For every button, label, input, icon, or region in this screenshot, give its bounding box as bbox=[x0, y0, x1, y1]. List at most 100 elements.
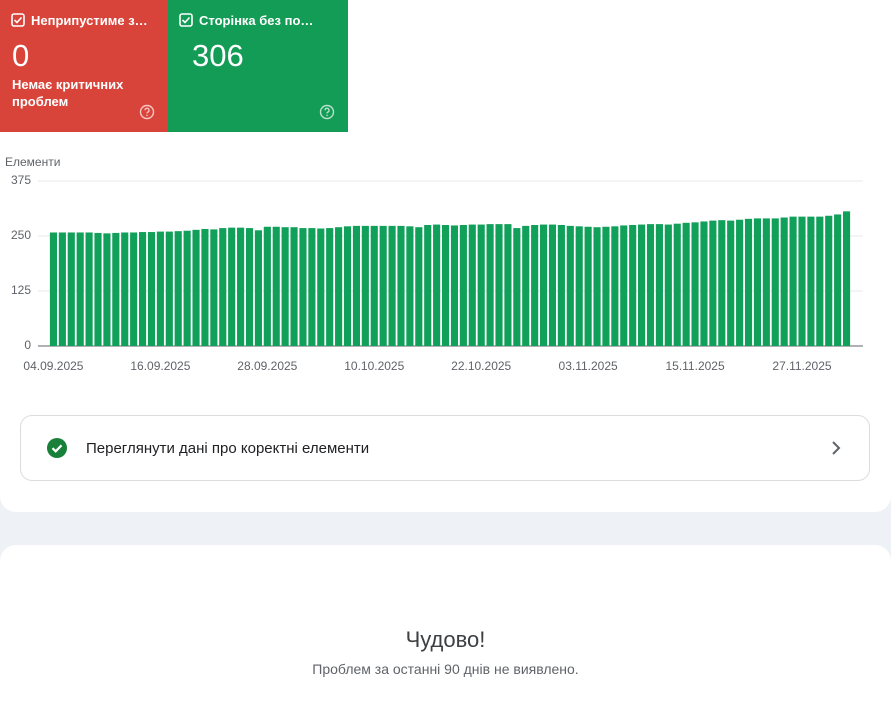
checkbox bbox=[11, 13, 25, 27]
bar bbox=[744, 218, 753, 346]
bar bbox=[611, 226, 619, 346]
help-icon[interactable] bbox=[319, 104, 335, 120]
message-text: Проблем за останні 90 днів не виявлено. bbox=[312, 661, 579, 677]
bar bbox=[201, 228, 209, 346]
message-title: Чудово! bbox=[405, 627, 486, 652]
bar bbox=[147, 232, 156, 346]
bar bbox=[388, 225, 396, 346]
bar bbox=[468, 224, 476, 346]
x-tick-label: 10.10.2025 bbox=[344, 359, 404, 373]
x-tick-label: 28.09.2025 bbox=[237, 359, 297, 373]
bar bbox=[727, 220, 735, 346]
bar bbox=[85, 232, 93, 346]
bar bbox=[495, 224, 503, 346]
bar bbox=[139, 232, 147, 346]
bar bbox=[709, 220, 717, 346]
bar bbox=[450, 225, 459, 346]
chevron bbox=[832, 441, 841, 455]
y-tick-label: 375 bbox=[11, 173, 31, 187]
help-icon[interactable] bbox=[139, 104, 155, 120]
y-tick-label: 250 bbox=[11, 228, 31, 242]
bar bbox=[130, 232, 138, 346]
details-link[interactable]: Переглянути дані про коректні елементи bbox=[20, 415, 870, 481]
bar bbox=[700, 221, 708, 346]
bar bbox=[682, 222, 690, 346]
bar bbox=[228, 227, 236, 346]
bar bbox=[370, 225, 378, 346]
x-tick-label: 04.09.2025 bbox=[23, 359, 83, 373]
bar bbox=[67, 232, 75, 346]
bar bbox=[76, 232, 84, 346]
bar bbox=[620, 225, 628, 346]
bar bbox=[192, 229, 200, 346]
bar bbox=[121, 232, 129, 346]
bar bbox=[531, 225, 539, 346]
bar bbox=[49, 232, 58, 346]
bar bbox=[361, 225, 369, 346]
check-icon bbox=[47, 438, 67, 458]
bar bbox=[272, 226, 280, 346]
bar bbox=[245, 228, 254, 346]
bar bbox=[308, 228, 316, 346]
bar bbox=[834, 214, 842, 346]
bar bbox=[593, 227, 601, 346]
y-tick-label: 0 bbox=[24, 338, 31, 352]
bar bbox=[326, 228, 334, 346]
bar bbox=[290, 227, 298, 346]
checkbox bbox=[179, 13, 193, 27]
bar bbox=[780, 217, 788, 346]
bar bbox=[254, 230, 262, 346]
bar bbox=[352, 225, 360, 346]
bar bbox=[424, 225, 432, 346]
bar bbox=[575, 226, 583, 346]
bar bbox=[762, 218, 770, 346]
bar bbox=[183, 230, 191, 346]
bar bbox=[629, 225, 637, 346]
bar bbox=[807, 216, 815, 346]
bar bbox=[504, 224, 512, 346]
bar bbox=[219, 228, 227, 346]
bar bbox=[335, 227, 343, 346]
bar bbox=[513, 228, 521, 346]
bar bbox=[798, 216, 806, 346]
bar bbox=[299, 228, 307, 346]
bar bbox=[459, 225, 467, 346]
x-tick-label: 22.10.2025 bbox=[451, 359, 511, 373]
summary-panel: Неприпустиме з… 0 Немає критичних пробле… bbox=[0, 0, 891, 512]
bar bbox=[415, 227, 423, 346]
bar bbox=[165, 231, 173, 346]
x-tick-label: 03.11.2025 bbox=[559, 359, 618, 373]
bar bbox=[237, 227, 245, 346]
valid-card[interactable]: Сторінка без по… 306 bbox=[168, 0, 348, 132]
bar bbox=[825, 215, 833, 346]
bar bbox=[771, 218, 779, 346]
error-card[interactable]: Неприпустиме з… 0 Немає критичних пробле… bbox=[0, 0, 168, 132]
bar bbox=[103, 233, 111, 346]
bar bbox=[789, 216, 797, 346]
bar bbox=[58, 232, 66, 346]
card-title: Сторінка без по… bbox=[199, 13, 314, 28]
bar bbox=[486, 224, 494, 346]
bar bbox=[281, 227, 289, 346]
bar bbox=[664, 224, 672, 346]
x-tick-label: 27.11.2025 bbox=[772, 359, 831, 373]
bar bbox=[718, 220, 726, 346]
bar bbox=[736, 219, 744, 346]
y-tick-label: 125 bbox=[11, 283, 31, 297]
bar bbox=[548, 224, 557, 346]
bar bbox=[174, 231, 182, 346]
card-title: Неприпустиме з… bbox=[31, 13, 148, 28]
link-label: Переглянути дані про коректні елементи bbox=[86, 440, 370, 457]
bar bbox=[317, 228, 325, 346]
bar bbox=[441, 225, 450, 346]
bar bbox=[156, 231, 164, 346]
bar bbox=[406, 226, 414, 346]
x-tick-label: 15.11.2025 bbox=[665, 359, 724, 373]
bar bbox=[602, 226, 610, 346]
bar bbox=[397, 225, 405, 346]
bar bbox=[112, 232, 120, 346]
bar bbox=[655, 224, 663, 346]
bar bbox=[540, 224, 548, 346]
bar bbox=[691, 222, 699, 346]
bar bbox=[753, 218, 761, 346]
